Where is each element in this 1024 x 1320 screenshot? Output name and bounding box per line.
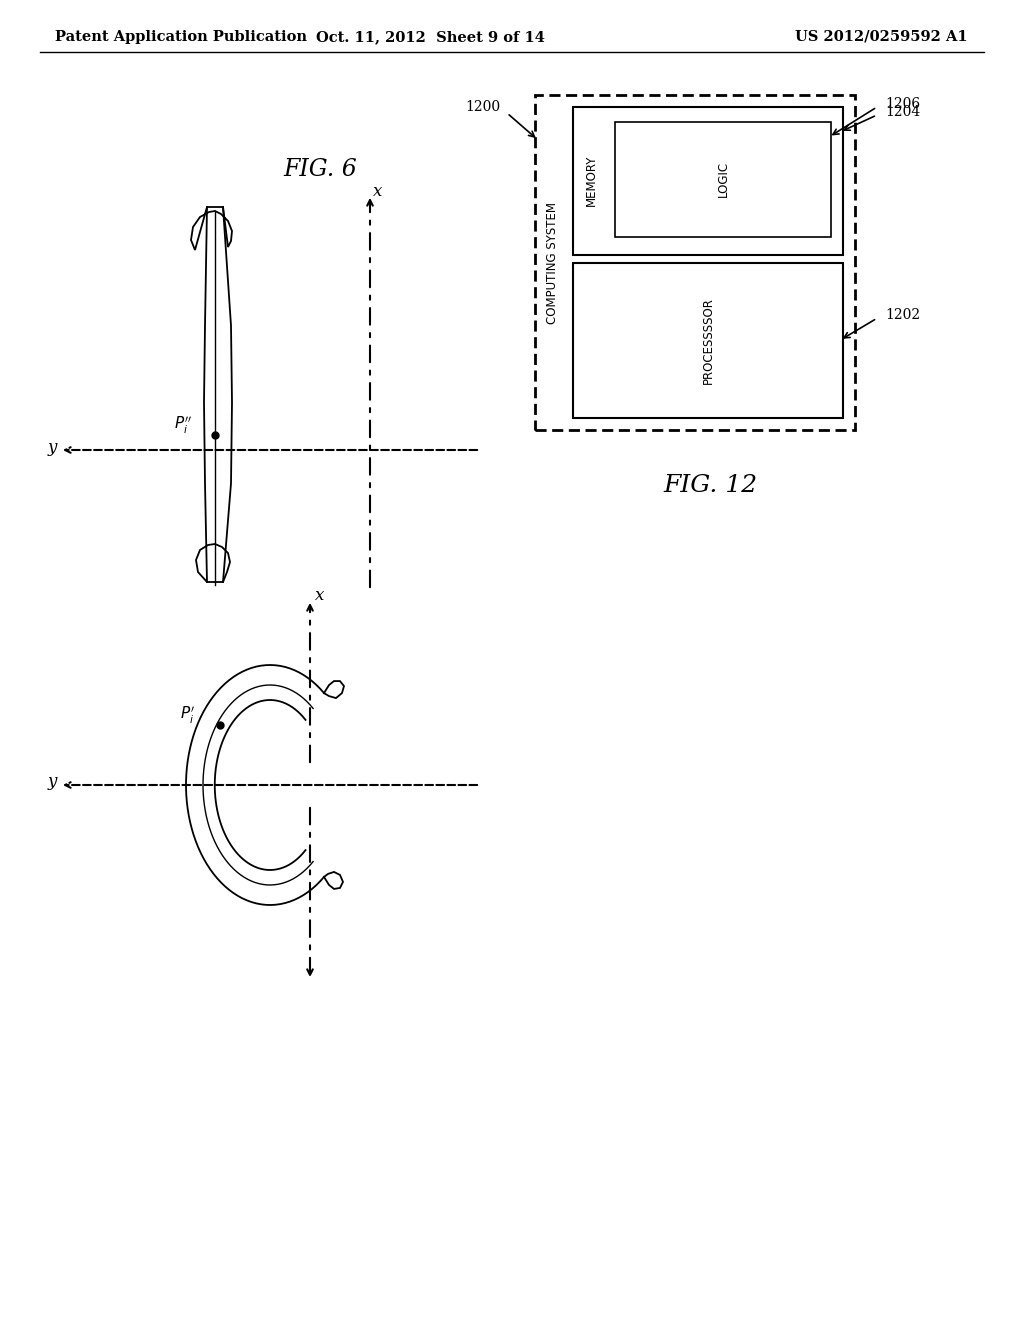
Text: FIG. 6: FIG. 6 — [283, 158, 357, 181]
Text: x: x — [315, 587, 325, 605]
Text: FIG. 12: FIG. 12 — [663, 474, 757, 496]
Text: $P_i^{\prime}$: $P_i^{\prime}$ — [180, 705, 196, 726]
Text: Oct. 11, 2012  Sheet 9 of 14: Oct. 11, 2012 Sheet 9 of 14 — [315, 30, 545, 44]
Text: LOGIC: LOGIC — [717, 161, 729, 197]
Text: 1204: 1204 — [885, 106, 921, 119]
Text: US 2012/0259592 A1: US 2012/0259592 A1 — [796, 30, 968, 44]
Bar — [615, 121, 831, 236]
Text: y: y — [47, 774, 56, 791]
Bar — [573, 263, 843, 418]
Text: PROCESSSSOR: PROCESSSSOR — [701, 297, 715, 384]
Bar — [573, 107, 843, 255]
Text: 1200: 1200 — [465, 100, 500, 114]
Text: Patent Application Publication: Patent Application Publication — [55, 30, 307, 44]
Text: 1206: 1206 — [885, 96, 921, 111]
Text: x: x — [374, 183, 383, 201]
Text: y: y — [47, 438, 56, 455]
Text: $P_i^{\prime\prime}$: $P_i^{\prime\prime}$ — [174, 414, 193, 436]
Text: COMPUTING SYSTEM: COMPUTING SYSTEM — [547, 202, 559, 323]
Text: MEMORY: MEMORY — [585, 154, 597, 206]
Text: 1202: 1202 — [885, 309, 921, 322]
Bar — [535, 95, 855, 430]
